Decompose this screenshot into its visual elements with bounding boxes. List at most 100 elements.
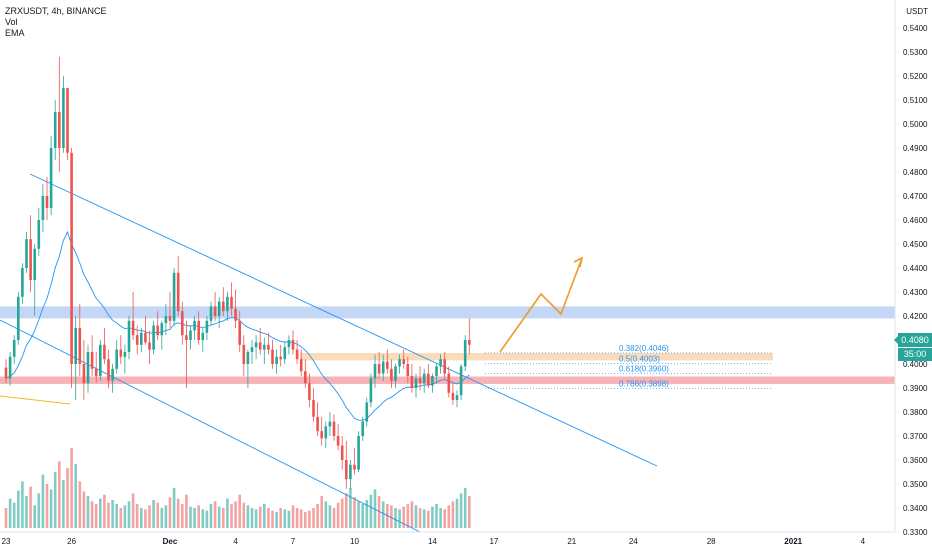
volume-bar	[4, 508, 8, 528]
volume-bar	[144, 509, 147, 528]
volume-bar	[119, 508, 123, 528]
candle-body	[209, 306, 213, 321]
candle-body	[299, 359, 303, 372]
time-tick-label: 4	[233, 537, 238, 546]
candle-body	[316, 416, 319, 432]
candle-body	[201, 332, 205, 340]
candle-body	[70, 152, 73, 364]
price-axis[interactable]: USDT 0.3300 0.3400 0.3500 0.3600 0.3700 0.3800…	[894, 0, 928, 537]
candle-body	[447, 373, 451, 393]
candle-body	[41, 196, 45, 220]
candle-body	[86, 352, 90, 384]
candle-body	[21, 268, 24, 297]
volume-bar	[324, 501, 328, 528]
volume-bar	[447, 505, 451, 528]
volume-bar	[123, 505, 127, 528]
bar-countdown-tag: 35:00	[898, 348, 932, 361]
candle-body	[152, 325, 155, 350]
time-tick-label: 4	[861, 537, 866, 546]
candle-body	[37, 220, 41, 249]
candle-body	[304, 371, 307, 384]
volume-bar	[443, 509, 446, 528]
projection-path	[499, 257, 583, 353]
volume-bar	[263, 504, 266, 528]
fib-label: 0.786(0.3898)	[619, 379, 669, 388]
volume-bar	[312, 508, 315, 528]
ema-indicator-label[interactable]: EMA	[5, 28, 25, 38]
volume-bar	[90, 501, 94, 528]
volume-bar	[193, 508, 196, 528]
symbol-label[interactable]: ZRXUSDT, 4h, BINANCE	[5, 6, 107, 16]
volume-bar	[217, 506, 221, 528]
volume-bar	[45, 484, 49, 528]
candle-body	[353, 464, 356, 470]
volume-bar	[234, 501, 237, 528]
volume-bar	[115, 504, 118, 528]
volume-bar	[66, 468, 69, 528]
candle-body	[193, 320, 196, 331]
volume-bar	[111, 500, 114, 528]
volume-bar	[328, 505, 332, 528]
vol-indicator-label[interactable]: Vol	[5, 17, 18, 27]
volume-layer	[4, 448, 471, 528]
candle-body	[402, 359, 405, 364]
candle-body	[369, 378, 373, 403]
candle-body	[205, 320, 209, 333]
volume-bar	[365, 500, 369, 528]
volume-bar	[25, 496, 28, 528]
candle-body	[349, 464, 352, 480]
candles-layer	[4, 56, 471, 489]
candle-body	[275, 356, 278, 364]
volume-bar	[226, 498, 229, 528]
candle-body	[242, 344, 246, 364]
candle-body	[345, 460, 348, 480]
volume-bar	[99, 498, 102, 528]
candle-body	[386, 361, 389, 369]
candle-body	[443, 359, 446, 374]
candle-body	[164, 316, 168, 324]
volume-bar	[279, 508, 282, 528]
candle-body	[279, 356, 282, 360]
volume-bar	[152, 500, 155, 528]
candle-body	[394, 366, 397, 381]
candle-body	[271, 349, 274, 364]
candle-body	[127, 320, 131, 352]
candle-body	[144, 332, 147, 343]
volume-bar	[181, 504, 184, 528]
time-tick-label: 17	[489, 537, 498, 546]
candle-body	[250, 347, 254, 352]
last-price-tag: 0.4080	[894, 333, 932, 347]
volume-bar	[254, 509, 258, 528]
candle-body	[308, 383, 311, 400]
candle-body	[332, 421, 336, 436]
candle-body	[312, 400, 315, 417]
time-tick-label: 2021	[784, 537, 802, 546]
volume-bar	[377, 496, 381, 528]
volume-bar	[29, 486, 32, 528]
volume-bar	[406, 504, 410, 528]
volume-bar	[94, 504, 98, 528]
old-support-line	[0, 395, 71, 405]
volume-bar	[267, 508, 270, 528]
volume-bar	[246, 505, 250, 528]
candle-body	[107, 359, 110, 381]
volume-bar	[49, 489, 53, 528]
price-tick-label: 0.4000	[903, 360, 928, 369]
chart-legend: ZRXUSDT, 4h, BINANCE Vol EMA	[5, 6, 107, 39]
time-axis[interactable]: 23 26 Dec 4 7 10 14 17 21 24 28 2021 4	[0, 531, 895, 546]
volume-bar	[258, 506, 262, 528]
volume-bar	[418, 508, 422, 528]
volume-bar	[308, 510, 311, 528]
fib-label: 0.618(0.3960)	[619, 365, 669, 374]
volume-bar	[386, 504, 389, 528]
candle-body	[258, 342, 262, 350]
ema-line	[5, 230, 470, 421]
candle-body	[254, 342, 258, 348]
volume-bar	[291, 505, 295, 528]
candle-body	[373, 364, 377, 379]
volume-bar	[53, 472, 57, 528]
candle-body	[226, 296, 229, 312]
candle-body	[53, 112, 57, 148]
